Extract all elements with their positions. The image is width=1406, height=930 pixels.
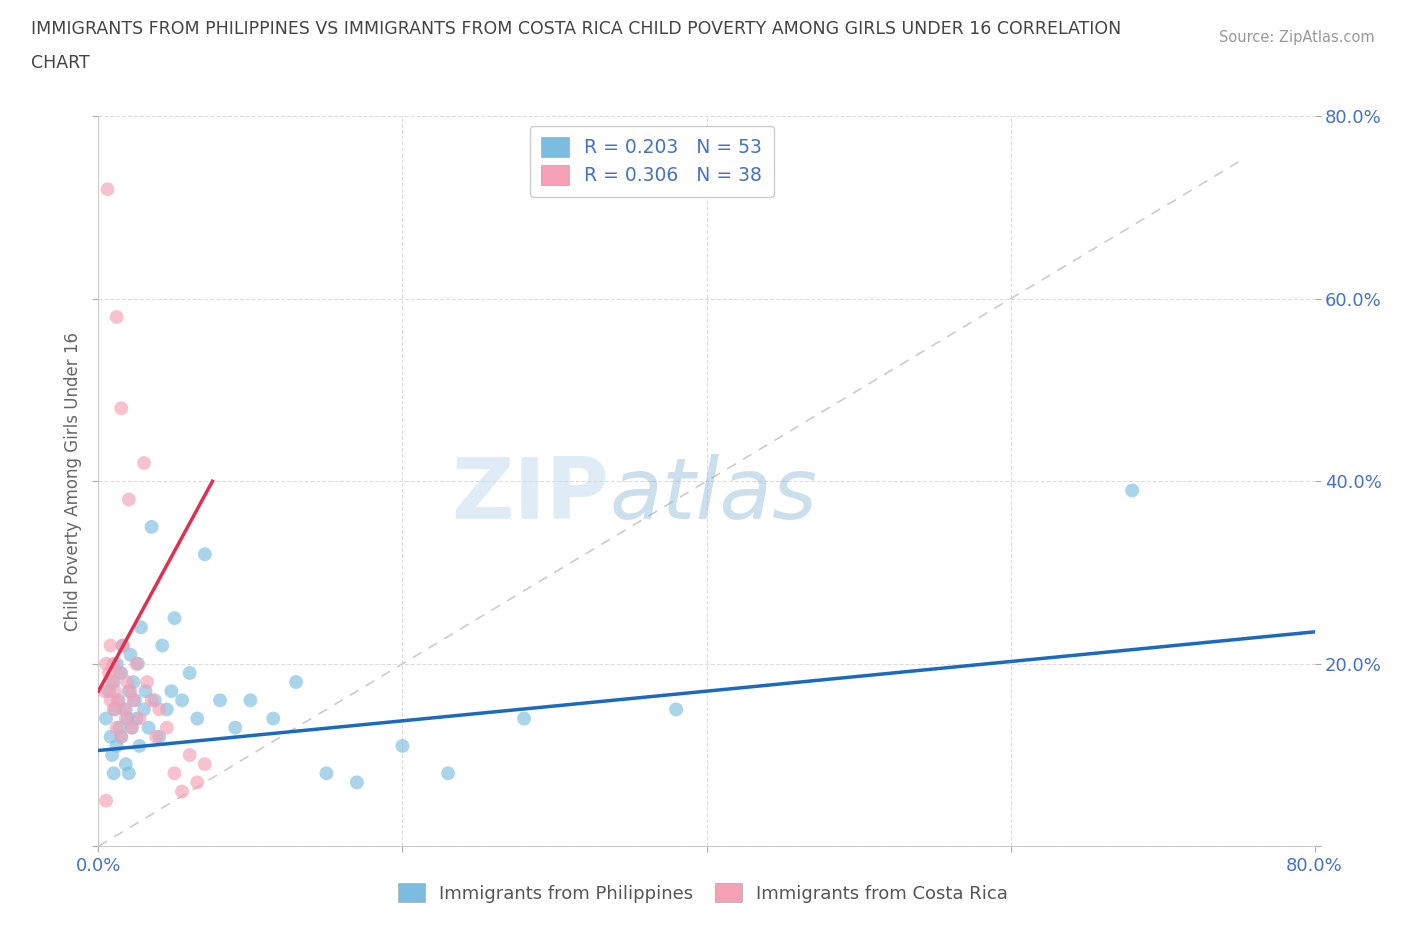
Point (285, 674, 308, 689)
Point (94, 711, 117, 726)
Point (239, 693, 262, 708)
Point (108, 666, 131, 681)
Point (148, 702, 170, 717)
Point (122, 693, 145, 708)
Point (105, 310, 128, 325)
Point (103, 766, 125, 781)
Point (101, 674, 124, 689)
Point (103, 702, 125, 717)
Point (315, 766, 337, 781)
Point (110, 401, 132, 416)
Point (108, 720, 131, 735)
Point (96, 182, 118, 197)
Point (107, 693, 129, 708)
Point (118, 684, 141, 698)
Point (665, 702, 688, 717)
Point (110, 729, 132, 744)
Point (138, 720, 160, 735)
Text: IMMIGRANTS FROM PHILIPPINES VS IMMIGRANTS FROM COSTA RICA CHILD POVERTY AMONG GI: IMMIGRANTS FROM PHILIPPINES VS IMMIGRANT… (31, 20, 1121, 38)
Point (100, 638, 122, 653)
Point (179, 666, 201, 681)
Point (94, 657, 117, 671)
Point (125, 657, 148, 671)
Point (143, 693, 166, 708)
Point (346, 775, 368, 790)
Legend: Immigrants from Philippines, Immigrants from Costa Rica: Immigrants from Philippines, Immigrants … (391, 875, 1015, 910)
Point (186, 711, 208, 726)
Point (125, 711, 148, 726)
Point (114, 702, 136, 717)
Point (156, 720, 179, 735)
Point (163, 611, 186, 626)
Point (437, 766, 460, 781)
Point (98, 684, 121, 698)
Point (163, 766, 186, 781)
Point (209, 693, 232, 708)
Point (94, 793, 117, 808)
Point (112, 702, 135, 717)
Point (124, 693, 146, 708)
Point (141, 520, 163, 535)
Y-axis label: Child Poverty Among Girls Under 16: Child Poverty Among Girls Under 16 (63, 332, 82, 631)
Text: atlas: atlas (609, 455, 817, 538)
Point (120, 647, 142, 662)
Point (145, 729, 167, 744)
Point (100, 729, 122, 744)
Point (136, 674, 159, 689)
Point (118, 766, 141, 781)
Point (101, 748, 124, 763)
Point (93, 684, 115, 698)
Point (104, 684, 127, 698)
Point (110, 666, 132, 681)
Point (128, 738, 150, 753)
Point (1121, 483, 1143, 498)
Point (194, 547, 217, 562)
Point (127, 657, 149, 671)
Point (100, 693, 122, 708)
Point (121, 720, 143, 735)
Point (128, 711, 150, 726)
Point (104, 702, 127, 717)
Text: ZIP: ZIP (451, 455, 609, 538)
Point (117, 711, 139, 726)
Point (170, 693, 193, 708)
Point (148, 729, 170, 744)
Point (194, 757, 217, 772)
Point (156, 702, 179, 717)
Point (120, 684, 142, 698)
Legend: R = 0.203   N = 53, R = 0.306   N = 38: R = 0.203 N = 53, R = 0.306 N = 38 (530, 126, 773, 196)
Point (107, 693, 129, 708)
Point (114, 711, 136, 726)
Point (170, 784, 193, 799)
Point (105, 657, 128, 671)
Point (186, 775, 208, 790)
Point (179, 748, 201, 763)
Text: Source: ZipAtlas.com: Source: ZipAtlas.com (1219, 30, 1375, 45)
Text: CHART: CHART (31, 54, 90, 72)
Point (132, 456, 155, 471)
Point (160, 684, 183, 698)
Point (224, 720, 246, 735)
Point (118, 492, 141, 507)
Point (122, 674, 145, 689)
Point (513, 711, 536, 726)
Point (117, 674, 139, 689)
Point (111, 638, 134, 653)
Point (103, 657, 125, 671)
Point (103, 674, 125, 689)
Point (121, 720, 143, 735)
Point (391, 738, 413, 753)
Point (150, 638, 173, 653)
Point (98, 666, 121, 681)
Point (129, 620, 152, 635)
Point (141, 693, 163, 708)
Point (105, 738, 128, 753)
Point (105, 720, 128, 735)
Point (110, 729, 132, 744)
Point (132, 702, 155, 717)
Point (135, 684, 157, 698)
Point (262, 711, 284, 726)
Point (111, 638, 134, 653)
Point (114, 757, 136, 772)
